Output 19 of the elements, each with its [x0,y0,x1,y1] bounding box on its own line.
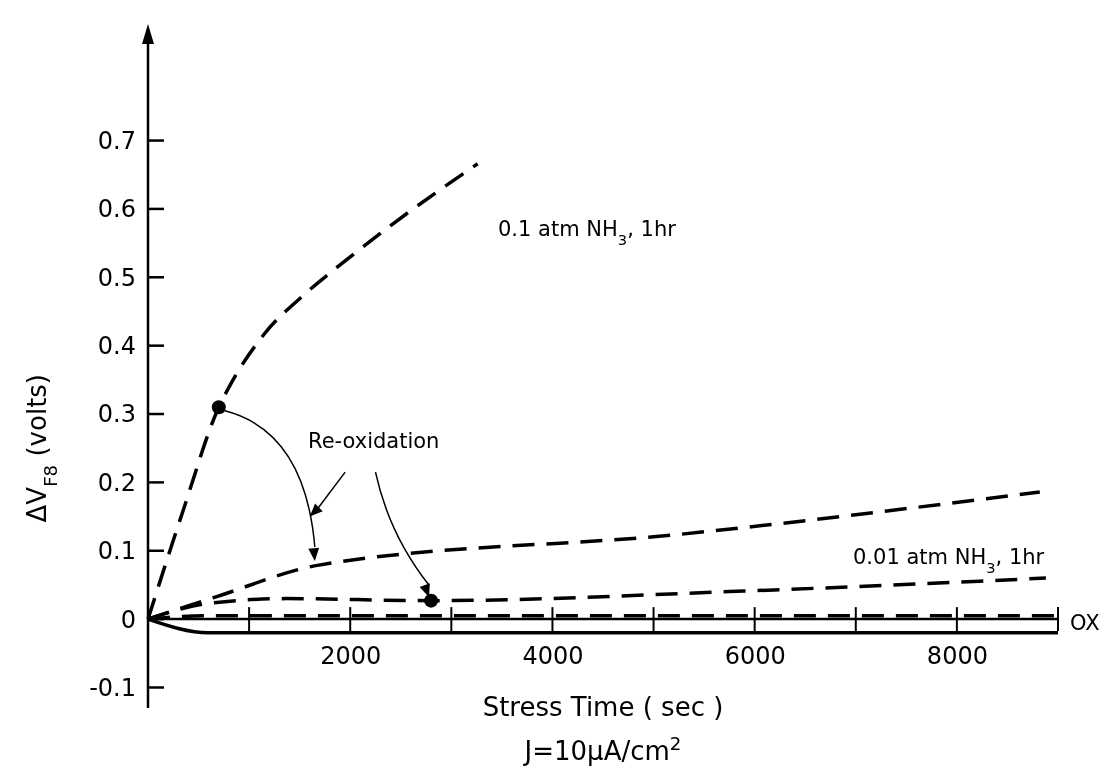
y-tick-label: 0 [120,605,136,634]
y-tick-label: 0.6 [97,195,136,224]
annotation: Re-oxidation [308,429,440,453]
x-tick-label: 8000 [926,642,988,671]
y-tick-label: 0.7 [97,126,136,155]
x-tick-label: 4000 [522,642,584,671]
y-tick-label: 0.5 [97,263,136,292]
annotation: 0.01 atm NH$_{3}$, 1hr [853,545,1045,576]
y-tick-label: 0.3 [97,400,136,429]
y-tick-label: 0.4 [97,332,136,361]
text: OX [1070,611,1100,635]
y-tick-label: -0.1 [89,673,136,702]
x-tick-label: 2000 [320,642,382,671]
y-tick-label: 0.1 [97,537,136,566]
x-axis-title: Stress Time ( sec ) [482,692,724,722]
y-tick-label: 0.2 [97,468,136,497]
annotation: 0.1 atm NH$_{3}$, 1hr [498,217,677,248]
x-tick-label: 6000 [724,642,786,671]
text: J=10μA/cm$^{2}$ [522,732,682,766]
